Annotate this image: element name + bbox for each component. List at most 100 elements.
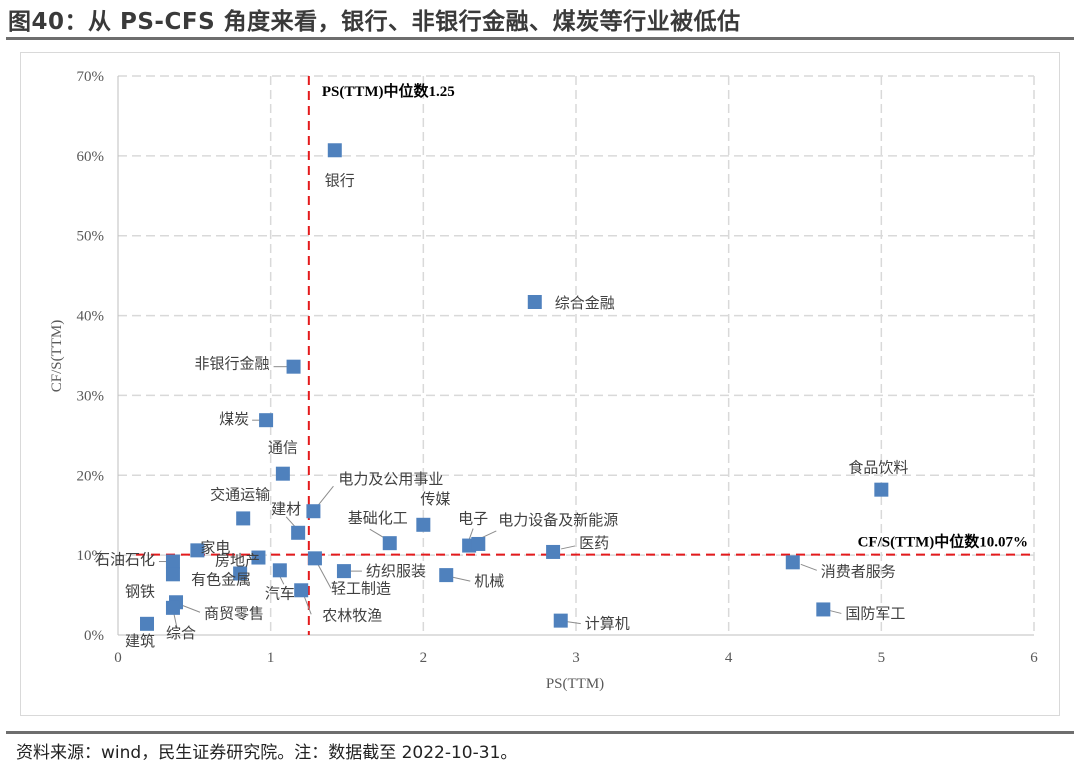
point-label: 医药: [579, 534, 609, 552]
page-title: 图40：从 PS-CFS 角度来看，银行、非银行金融、煤炭等行业被低估: [8, 9, 741, 35]
axes: 0% 10% 20% 30% 40% 50% 60% 70% 0 1 2 3 4 5 6: [77, 69, 1039, 666]
data-point: [546, 544, 561, 559]
data-point: [251, 550, 266, 565]
grid-lines: [118, 75, 1035, 635]
data-point: [140, 616, 155, 631]
data-point: [165, 554, 180, 569]
data-point: [275, 466, 290, 481]
data-point: [165, 567, 180, 582]
x-tick-label: 1: [267, 650, 275, 666]
y-tick-label: 70%: [77, 69, 105, 85]
point-label: 非银行金融: [195, 355, 270, 373]
point-label: 传媒: [420, 490, 450, 508]
data-point: [439, 568, 454, 583]
y-tick-label: 0%: [84, 628, 104, 644]
data-point: [382, 536, 397, 551]
leader-line: [285, 516, 296, 528]
point-label: 纺织服装: [366, 562, 426, 580]
data-point: [553, 613, 568, 628]
bottom-rule: [6, 731, 1074, 734]
y-tick-label: 50%: [77, 229, 105, 245]
point-label: 计算机: [585, 615, 630, 633]
data-point: [874, 482, 889, 497]
point-label: 建筑: [125, 632, 155, 650]
leader-line: [560, 545, 576, 550]
x-axis-title: PS(TTM): [546, 676, 604, 692]
data-point: [291, 525, 306, 540]
leader-line: [800, 563, 817, 571]
data-point: [236, 511, 251, 526]
leader-lines: [158, 366, 842, 628]
point-label: 家电: [200, 538, 230, 556]
ps-median-label: PS(TTM)中位数1.25: [322, 82, 455, 100]
point-label: 基础化工: [348, 509, 408, 527]
point-label: 商贸零售: [204, 604, 264, 622]
point-label: 有色金属: [191, 571, 251, 589]
point-label: 电子: [458, 510, 488, 528]
point-label: 消费者服务: [821, 562, 896, 580]
y-tick-label: 40%: [77, 309, 105, 325]
leader-line: [173, 613, 178, 628]
point-label: 食品饮料: [848, 459, 908, 477]
source-note: 资料来源：wind，民生证券研究院。注：数据截至 2022-10-31。: [16, 743, 518, 763]
data-point: [272, 563, 287, 578]
point-label: 电力及公用事业: [338, 470, 443, 488]
data-point: [816, 602, 831, 617]
point-label: 汽车: [265, 584, 295, 602]
data-point: [306, 504, 321, 519]
y-tick-label: 60%: [77, 149, 105, 165]
top-rule: [6, 37, 1074, 40]
leader-line: [303, 596, 312, 615]
x-tick-label: 5: [878, 650, 886, 666]
leader-line: [279, 576, 285, 585]
data-point: [259, 413, 274, 428]
leader-line: [468, 528, 474, 540]
leader-line: [566, 621, 581, 625]
data-point: [233, 566, 248, 581]
point-label: 国防军工: [845, 604, 905, 622]
x-tick-label: 3: [572, 650, 580, 666]
point-label: 电力设备及新能源: [498, 511, 618, 529]
point-label: 建材: [271, 500, 301, 518]
point-label: 钢铁: [125, 582, 155, 600]
leader-line: [481, 530, 497, 539]
data-point: [785, 555, 800, 570]
chart-frame: [20, 52, 1060, 716]
y-tick-label: 20%: [77, 468, 105, 484]
point-label: 通信: [268, 439, 298, 457]
y-axis-title: CF/S(TTM): [49, 320, 65, 393]
data-point: [286, 359, 301, 374]
leader-line: [452, 576, 471, 582]
y-tick-label: 30%: [77, 388, 105, 404]
leader-line: [829, 609, 842, 614]
data-point: [327, 143, 342, 158]
point-label: 轻工制造: [331, 579, 391, 597]
cfs-median-label: CF/S(TTM)中位数10.07%: [858, 533, 1028, 551]
data-point: [416, 517, 431, 532]
point-label: 煤炭: [219, 410, 249, 428]
data-points: [140, 143, 889, 631]
x-tick-label: 6: [1030, 650, 1038, 666]
point-label: 机械: [474, 572, 504, 590]
data-point: [307, 551, 322, 566]
x-tick-label: 0: [114, 650, 122, 666]
x-tick-label: 4: [725, 650, 733, 666]
data-point: [294, 583, 309, 598]
data-point: [336, 564, 351, 579]
data-point: [471, 536, 486, 551]
reference-lines: PS(TTM)中位数1.25 CF/S(TTM)中位数10.07%: [136, 76, 1034, 635]
leader-line: [369, 528, 386, 539]
point-label: 农林牧渔: [322, 606, 382, 624]
point-label: 交通运输: [210, 485, 270, 503]
data-point: [165, 600, 180, 615]
point-label: 石油石化: [95, 551, 155, 569]
point-label: 综合金融: [555, 294, 615, 312]
leader-line: [181, 604, 201, 613]
data-point: [190, 543, 205, 558]
point-label: 房地产: [215, 552, 260, 570]
leader-line: [317, 564, 332, 589]
x-tick-label: 2: [420, 650, 428, 666]
data-point: [527, 294, 542, 309]
